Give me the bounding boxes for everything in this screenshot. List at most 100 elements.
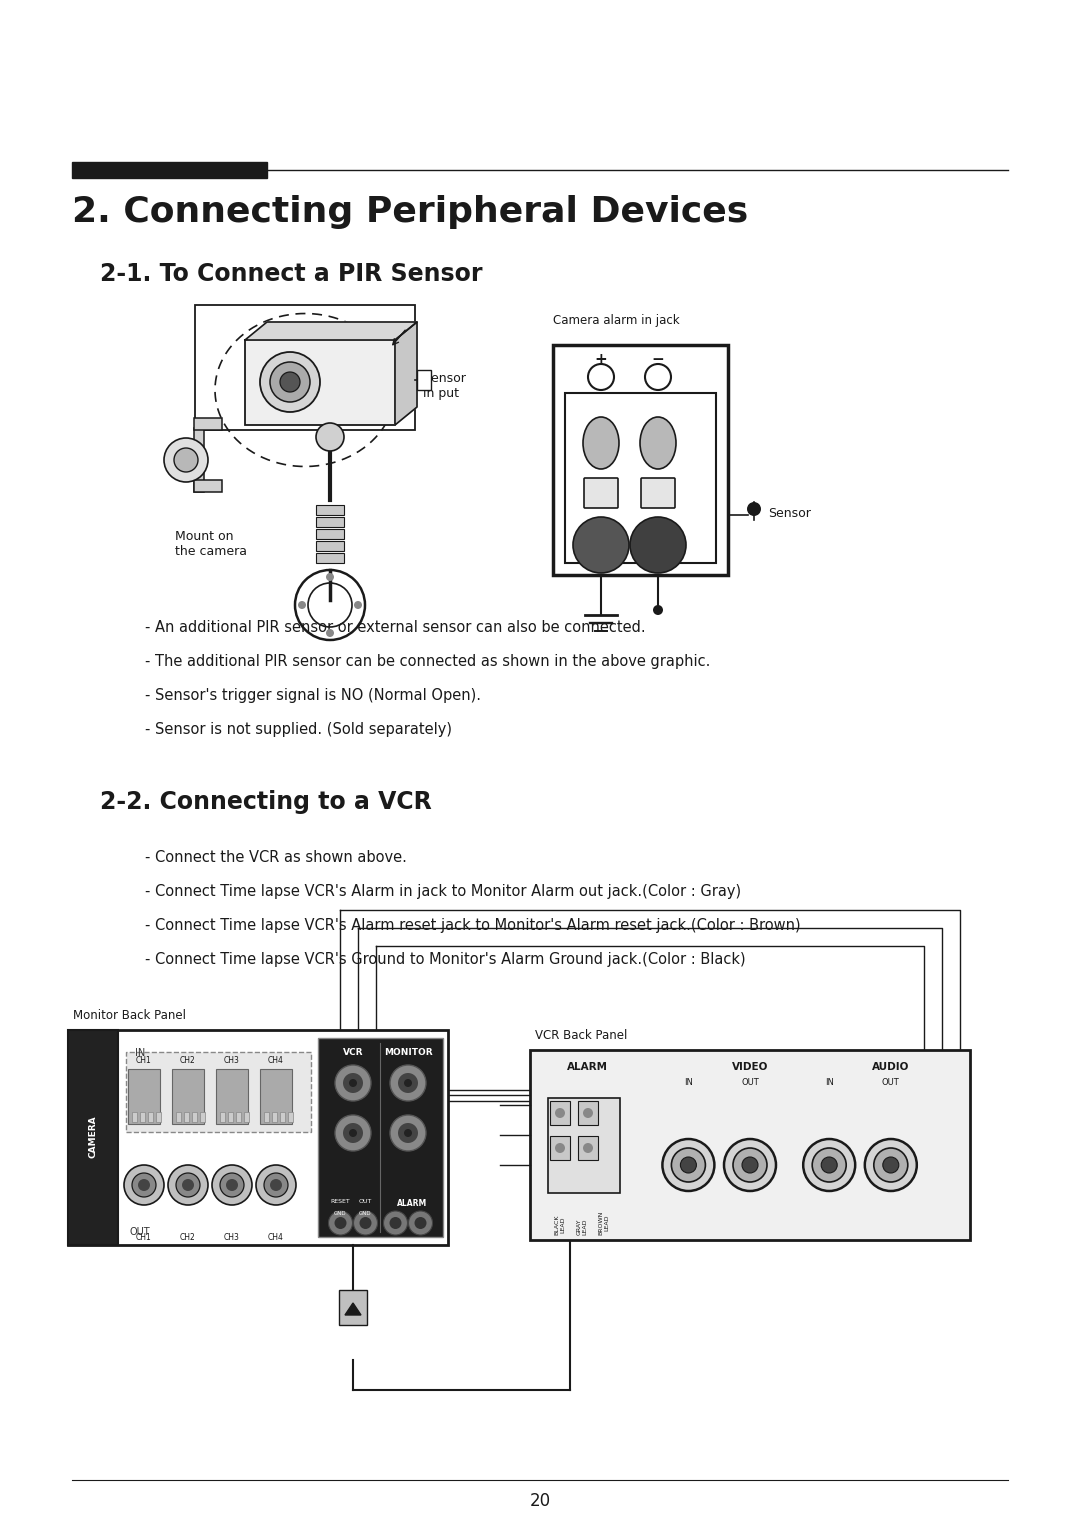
Text: VIDEO: VIDEO [732,1062,768,1073]
Circle shape [132,1174,156,1196]
Bar [126,1051,311,1132]
Circle shape [399,1073,418,1093]
Circle shape [583,1143,593,1154]
Bar [316,504,345,515]
Text: +: + [595,351,607,367]
Circle shape [124,1164,164,1206]
Circle shape [349,1079,357,1086]
Circle shape [630,516,686,573]
Text: ALARM: ALARM [567,1062,608,1073]
Bar [132,1112,137,1122]
Circle shape [212,1164,252,1206]
Bar [140,1112,145,1122]
Bar [553,345,728,575]
Circle shape [672,1148,705,1183]
Text: CH1: CH1 [136,1233,152,1242]
Circle shape [573,516,629,573]
Circle shape [812,1148,847,1183]
Bar [316,529,345,539]
Text: CH2: CH2 [180,1233,195,1242]
Bar [316,553,345,562]
Circle shape [408,1212,432,1235]
Bar [272,1112,276,1122]
Ellipse shape [583,417,619,469]
Text: - Connect Time lapse VCR's Alarm reset jack to Monitor's Alarm reset jack.(Color: - Connect Time lapse VCR's Alarm reset j… [145,918,800,934]
Circle shape [328,1212,352,1235]
Bar [316,516,345,527]
Text: CH3: CH3 [224,1056,240,1065]
Polygon shape [345,1303,361,1316]
Text: CH4: CH4 [268,1233,284,1242]
Bar [578,1135,598,1160]
Text: IN: IN [825,1077,834,1086]
Circle shape [183,1180,194,1190]
Circle shape [383,1212,407,1235]
Text: MONITOR: MONITOR [383,1048,432,1057]
Circle shape [260,351,320,413]
Text: 2-2. Connecting to a VCR: 2-2. Connecting to a VCR [100,790,432,814]
Bar [220,1112,225,1122]
Circle shape [555,1143,565,1154]
Circle shape [415,1216,427,1229]
Polygon shape [395,322,417,425]
Circle shape [353,1212,378,1235]
Text: VCR Back Panel: VCR Back Panel [535,1028,627,1042]
Bar [550,1135,570,1160]
Bar [339,1290,367,1325]
Bar [264,1112,269,1122]
Text: Sensor: Sensor [768,506,811,520]
Circle shape [316,423,345,451]
Text: OUT: OUT [130,1227,150,1238]
Text: 2. Connecting Peripheral Devices: 2. Connecting Peripheral Devices [72,196,748,229]
Circle shape [174,448,198,472]
Bar [260,1070,292,1125]
Circle shape [326,573,334,581]
Text: Mount on
the camera: Mount on the camera [175,530,247,558]
Text: IN: IN [684,1077,693,1086]
Bar [68,1030,448,1245]
Text: - The additional PIR sensor can be connected as shown in the above graphic.: - The additional PIR sensor can be conne… [145,654,711,669]
Text: CAMERA: CAMERA [89,1115,97,1158]
Circle shape [680,1157,697,1174]
Text: - Connect the VCR as shown above.: - Connect the VCR as shown above. [145,850,407,865]
Bar [244,1112,249,1122]
Bar [72,162,267,177]
Bar [192,1112,197,1122]
Bar [417,370,431,390]
Bar [280,1112,285,1122]
Text: AUDIO: AUDIO [873,1062,909,1073]
Text: - Connect Time lapse VCR's Ground to Monitor's Alarm Ground jack.(Color : Black): - Connect Time lapse VCR's Ground to Mon… [145,952,745,967]
Bar [129,1070,160,1125]
Bar [68,1030,118,1245]
Circle shape [335,1065,372,1102]
Text: CH3: CH3 [224,1233,240,1242]
Bar [578,1102,598,1125]
Circle shape [555,1108,565,1118]
Circle shape [270,362,310,402]
Bar [156,1112,161,1122]
Bar [550,1102,570,1125]
Circle shape [343,1073,363,1093]
Bar [288,1112,293,1122]
Text: ALARM: ALARM [396,1199,427,1209]
Bar [194,428,204,492]
Text: OUT: OUT [741,1077,759,1086]
Text: CH4: CH4 [268,1056,284,1065]
Circle shape [354,601,362,610]
Text: OUT: OUT [882,1077,900,1086]
Circle shape [874,1148,908,1183]
Circle shape [343,1123,363,1143]
Bar [318,1038,443,1238]
FancyBboxPatch shape [584,478,618,507]
Text: 2-1. To Connect a PIR Sensor: 2-1. To Connect a PIR Sensor [100,261,483,286]
Circle shape [280,371,300,393]
Bar [245,341,395,425]
Text: IN: IN [135,1048,145,1057]
Text: 20: 20 [529,1491,551,1510]
Circle shape [865,1138,917,1190]
Circle shape [404,1079,411,1086]
Text: GND: GND [360,1212,372,1216]
Bar [530,1050,970,1241]
Bar [194,480,222,492]
Bar [216,1070,248,1125]
